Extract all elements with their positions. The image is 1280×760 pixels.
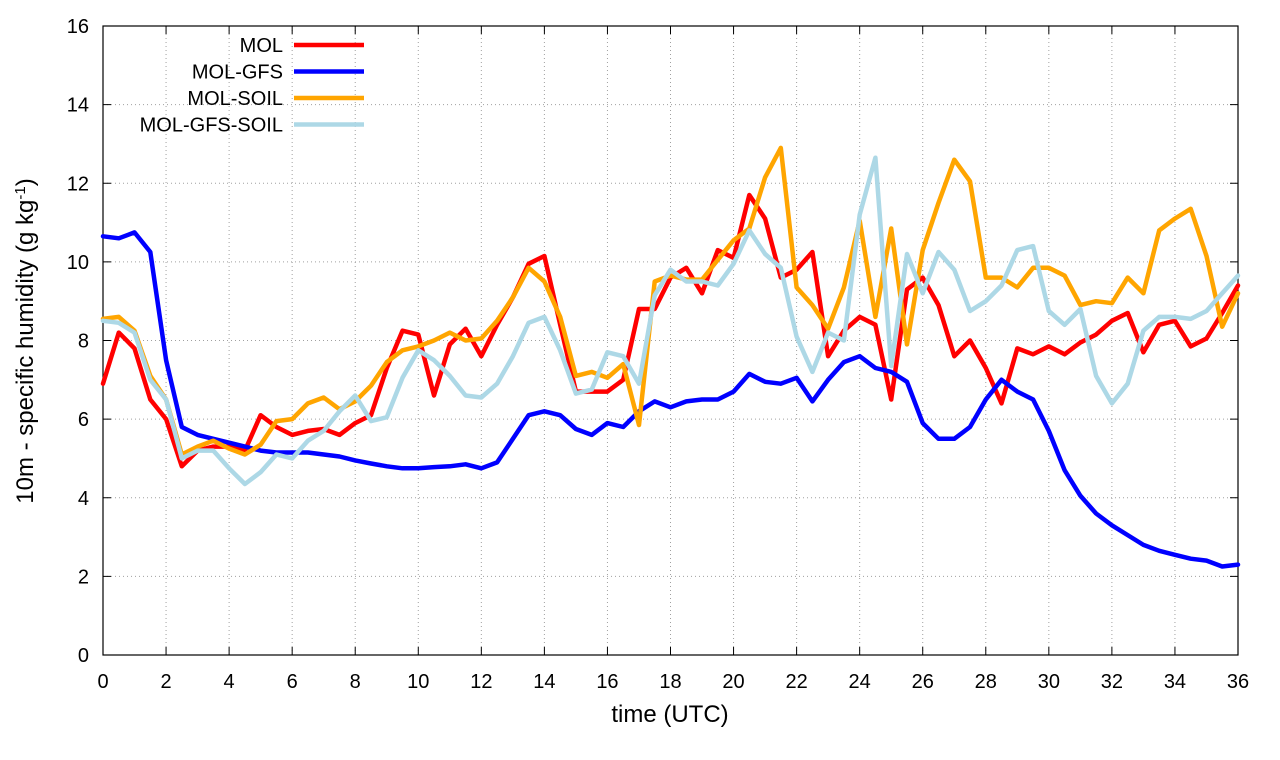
x-tick-label: 22 [785, 671, 807, 693]
x-tick-label: 30 [1038, 671, 1060, 693]
legend: MOL MOL-GFS MOL-SOIL MOL-GFS-SOIL [140, 35, 364, 137]
y-tick-label: 8 [78, 331, 89, 353]
series-line-mol-gfs [100, 230, 1241, 569]
x-tick-label: 0 [97, 671, 108, 693]
x-tick-label: 8 [350, 671, 361, 693]
y-axis-label-close: ) [12, 178, 39, 186]
grid [103, 26, 1238, 655]
x-tick-label: 2 [160, 671, 171, 693]
x-tick-label: 36 [1227, 671, 1249, 693]
x-tick-label: 16 [596, 671, 618, 693]
y-tick-label: 0 [78, 645, 89, 667]
x-tick-label: 26 [912, 671, 934, 693]
series-layer [100, 145, 1241, 569]
y-axis-label: 10m - specific humidity (g kg-1) [12, 178, 40, 503]
x-tick-label: 18 [659, 671, 681, 693]
legend-label-mol-soil: MOL-SOIL [187, 88, 283, 110]
x-tick-label: 14 [533, 671, 555, 693]
x-axis-ticks: 0 2 4 6 8 10 12 14 16 18 20 22 24 26 28 30 32 34 36 [97, 26, 1249, 693]
legend-label-mol-gfs: MOL-GFS [192, 62, 283, 84]
x-tick-label: 28 [975, 671, 997, 693]
x-tick-label: 24 [849, 671, 871, 693]
x-tick-label: 10 [407, 671, 429, 693]
x-tick-label: 32 [1101, 671, 1123, 693]
x-tick-label: 20 [722, 671, 744, 693]
y-tick-label: 4 [78, 488, 89, 510]
series-line-mol-gfs-soil [100, 155, 1241, 487]
y-tick-label: 10 [67, 252, 89, 274]
series-line-mol-soil [100, 145, 1241, 457]
y-tick-label: 2 [78, 566, 89, 588]
x-tick-label: 4 [224, 671, 235, 693]
y-tick-label: 12 [67, 173, 89, 195]
x-tick-label: 6 [287, 671, 298, 693]
y-axis-ticks: 0 2 4 6 8 10 12 14 16 [67, 16, 1238, 667]
y-tick-label: 6 [78, 409, 89, 431]
legend-label-mol: MOL [240, 35, 283, 57]
legend-label-mol-gfs-soil: MOL-GFS-SOIL [140, 115, 283, 137]
x-axis-label: time (UTC) [611, 701, 728, 728]
y-axis-label-main: 10m - specific humidity (g kg [12, 200, 39, 504]
x-tick-label: 12 [470, 671, 492, 693]
y-tick-label: 14 [67, 95, 89, 117]
y-tick-label: 16 [67, 16, 89, 38]
x-tick-label: 34 [1164, 671, 1186, 693]
y-axis-label-superscript: -1 [12, 186, 29, 199]
